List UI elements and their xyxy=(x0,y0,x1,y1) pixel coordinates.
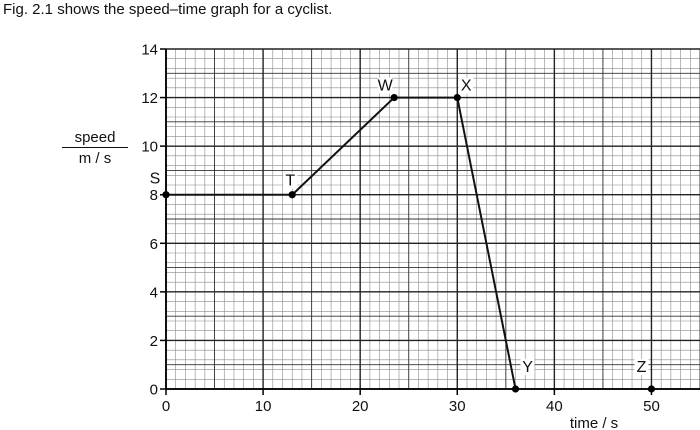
x-tick-label: 0 xyxy=(162,398,170,415)
y-tick-label: 4 xyxy=(150,284,158,301)
x-tick-label: 40 xyxy=(546,398,563,415)
data-point-w xyxy=(390,93,398,102)
point-label-z: Z xyxy=(637,359,647,376)
y-axis-label-quantity: speed xyxy=(74,129,116,146)
point-label-backdrop xyxy=(378,77,393,94)
point-label-backdrop xyxy=(520,359,535,375)
x-tick-label: 50 xyxy=(643,398,660,415)
x-tick-label: 20 xyxy=(352,398,369,415)
y-tick-label: 2 xyxy=(150,333,158,350)
y-tick-label: 14 xyxy=(141,42,158,59)
y-axis-label: speed m / s xyxy=(62,128,128,168)
y-tick-label: 12 xyxy=(141,90,158,107)
y-tick-label: 8 xyxy=(150,187,158,204)
data-point-y xyxy=(511,385,520,393)
point-label-w: W xyxy=(378,78,394,95)
point-label-backdrop xyxy=(459,77,474,94)
x-tick-label: 30 xyxy=(449,398,466,415)
point-label-backdrop xyxy=(148,170,162,187)
data-point-z xyxy=(647,385,656,393)
point-label-s: S xyxy=(150,171,161,188)
x-tick-label: 10 xyxy=(255,398,272,415)
data-point-x xyxy=(453,93,461,102)
figure-caption: Fig. 2.1 shows the speed–time graph for … xyxy=(3,1,333,18)
major-grid xyxy=(165,48,700,390)
axes xyxy=(160,48,700,395)
plot-area: S T W X Y Z xyxy=(148,77,656,393)
x-axis-label-backdrop xyxy=(567,415,621,430)
point-label-backdrop xyxy=(634,359,649,375)
point-label-t: T xyxy=(285,173,295,190)
data-point-s xyxy=(162,191,170,199)
x-axis-label: time / s xyxy=(570,415,618,430)
point-label-backdrop xyxy=(283,172,298,189)
data-point-t xyxy=(288,191,296,199)
point-label-y: Y xyxy=(522,359,533,376)
y-axis-label-unit: m / s xyxy=(62,147,128,168)
tick-labels: 0 2 4 6 8 10 12 14 0 10 20 30 40 50 xyxy=(141,42,659,416)
point-label-x: X xyxy=(461,78,472,95)
y-tick-label: 6 xyxy=(150,236,158,253)
y-tick-label: 10 xyxy=(141,139,158,156)
y-tick-label: 0 xyxy=(150,382,158,399)
